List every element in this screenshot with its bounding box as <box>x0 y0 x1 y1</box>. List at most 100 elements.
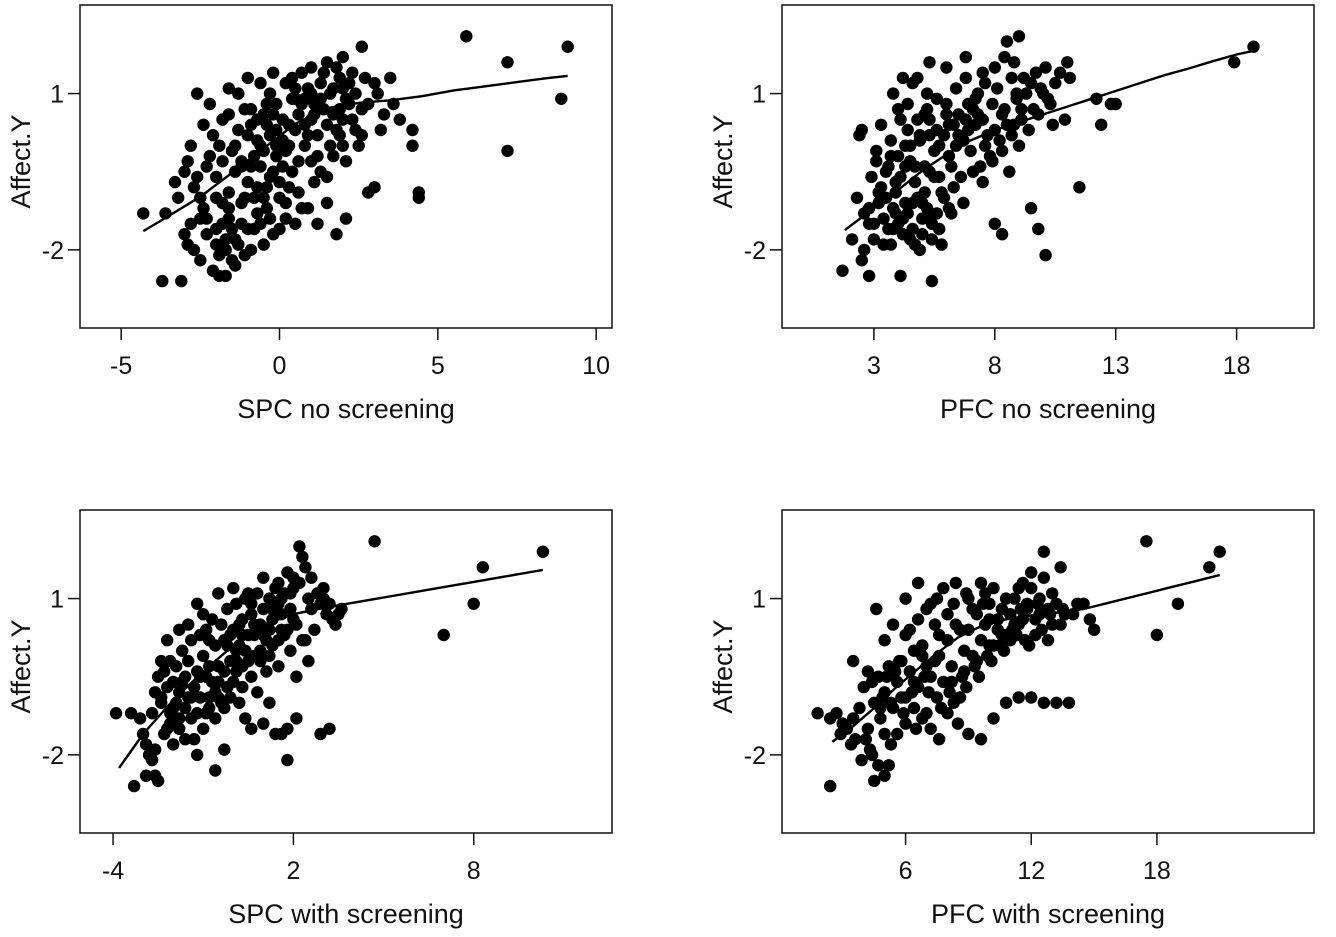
data-point <box>437 628 450 642</box>
data-point <box>916 196 929 210</box>
data-point <box>501 144 514 158</box>
data-point <box>158 665 171 678</box>
data-point <box>925 274 939 288</box>
data-point <box>896 71 910 85</box>
data-point <box>953 623 967 636</box>
data-point <box>899 628 912 642</box>
data-point <box>139 738 153 751</box>
data-point <box>460 30 473 43</box>
data-point <box>200 623 213 636</box>
y-axis-title: Affect.Y <box>6 619 36 713</box>
data-point <box>1022 123 1035 137</box>
y-tick-label: -2 <box>744 237 766 265</box>
x-axis-title: PFC no screening <box>940 394 1156 424</box>
data-point <box>209 764 222 777</box>
data-point <box>263 649 276 663</box>
data-point <box>178 228 191 241</box>
data-point <box>877 238 890 251</box>
data-point <box>887 222 900 236</box>
data-point <box>233 696 246 709</box>
data-point <box>216 155 229 168</box>
data-point <box>1012 139 1026 152</box>
data-point <box>1140 535 1153 548</box>
data-point <box>368 535 381 548</box>
data-point <box>983 639 996 652</box>
data-point <box>872 759 885 772</box>
data-point <box>209 712 222 725</box>
data-point <box>920 87 934 100</box>
data-point <box>847 712 860 725</box>
data-point <box>1050 696 1063 709</box>
x-tick-label: 6 <box>899 857 913 885</box>
data-point <box>811 707 824 720</box>
data-point <box>978 139 992 152</box>
data-point <box>1022 639 1036 652</box>
data-point <box>314 165 327 178</box>
plot-frame <box>79 509 613 834</box>
data-point <box>290 670 303 683</box>
data-point <box>191 748 204 762</box>
data-point <box>974 733 988 746</box>
data-point <box>176 675 189 689</box>
data-point <box>251 113 264 126</box>
data-point <box>999 592 1013 605</box>
data-point <box>904 233 917 246</box>
data-point <box>320 118 334 131</box>
data-point <box>1058 113 1072 126</box>
data-point <box>281 722 294 735</box>
data-point <box>200 160 213 173</box>
data-point <box>937 191 951 204</box>
data-point <box>197 118 210 131</box>
data-point <box>236 680 249 694</box>
plot-frame <box>79 4 613 329</box>
data-point <box>167 675 180 689</box>
data-point <box>988 217 1001 230</box>
data-point <box>901 123 914 137</box>
data-point <box>257 191 270 204</box>
data-point <box>867 233 881 246</box>
data-point <box>155 654 168 668</box>
data-point <box>959 50 972 64</box>
data-point <box>173 686 186 699</box>
data-point <box>905 686 919 699</box>
data-point <box>1247 40 1260 53</box>
x-tick-label: 8 <box>988 352 1002 380</box>
data-point <box>908 160 922 173</box>
data-point <box>930 592 944 605</box>
data-point <box>333 71 346 85</box>
data-point <box>179 701 192 715</box>
data-point <box>355 129 368 142</box>
data-point <box>882 759 895 772</box>
data-point <box>203 149 216 163</box>
data-point <box>270 123 283 137</box>
data-point <box>847 654 860 668</box>
data-point <box>257 571 270 584</box>
data-point <box>976 66 989 79</box>
data-point <box>894 113 907 126</box>
data-point <box>1005 71 1018 85</box>
data-point <box>1010 87 1023 100</box>
data-point <box>257 717 270 730</box>
data-point <box>1054 561 1067 574</box>
data-point <box>859 733 872 746</box>
data-point <box>874 118 888 131</box>
data-point <box>995 144 1009 158</box>
data-point <box>1017 71 1030 85</box>
data-point <box>137 207 150 220</box>
data-point <box>872 186 885 199</box>
data-point <box>987 712 1000 725</box>
data-point <box>911 576 925 590</box>
x-tick-label: 8 <box>467 857 481 885</box>
data-point <box>191 87 204 100</box>
data-point <box>1046 118 1060 131</box>
data-point <box>260 202 273 215</box>
data-point <box>219 243 232 257</box>
data-point <box>225 222 239 236</box>
data-point <box>336 82 349 95</box>
data-point <box>1005 129 1018 142</box>
data-point <box>355 40 368 53</box>
data-point <box>889 175 902 189</box>
data-point <box>336 50 349 64</box>
data-point <box>224 691 237 704</box>
plot-frame <box>781 4 1315 329</box>
